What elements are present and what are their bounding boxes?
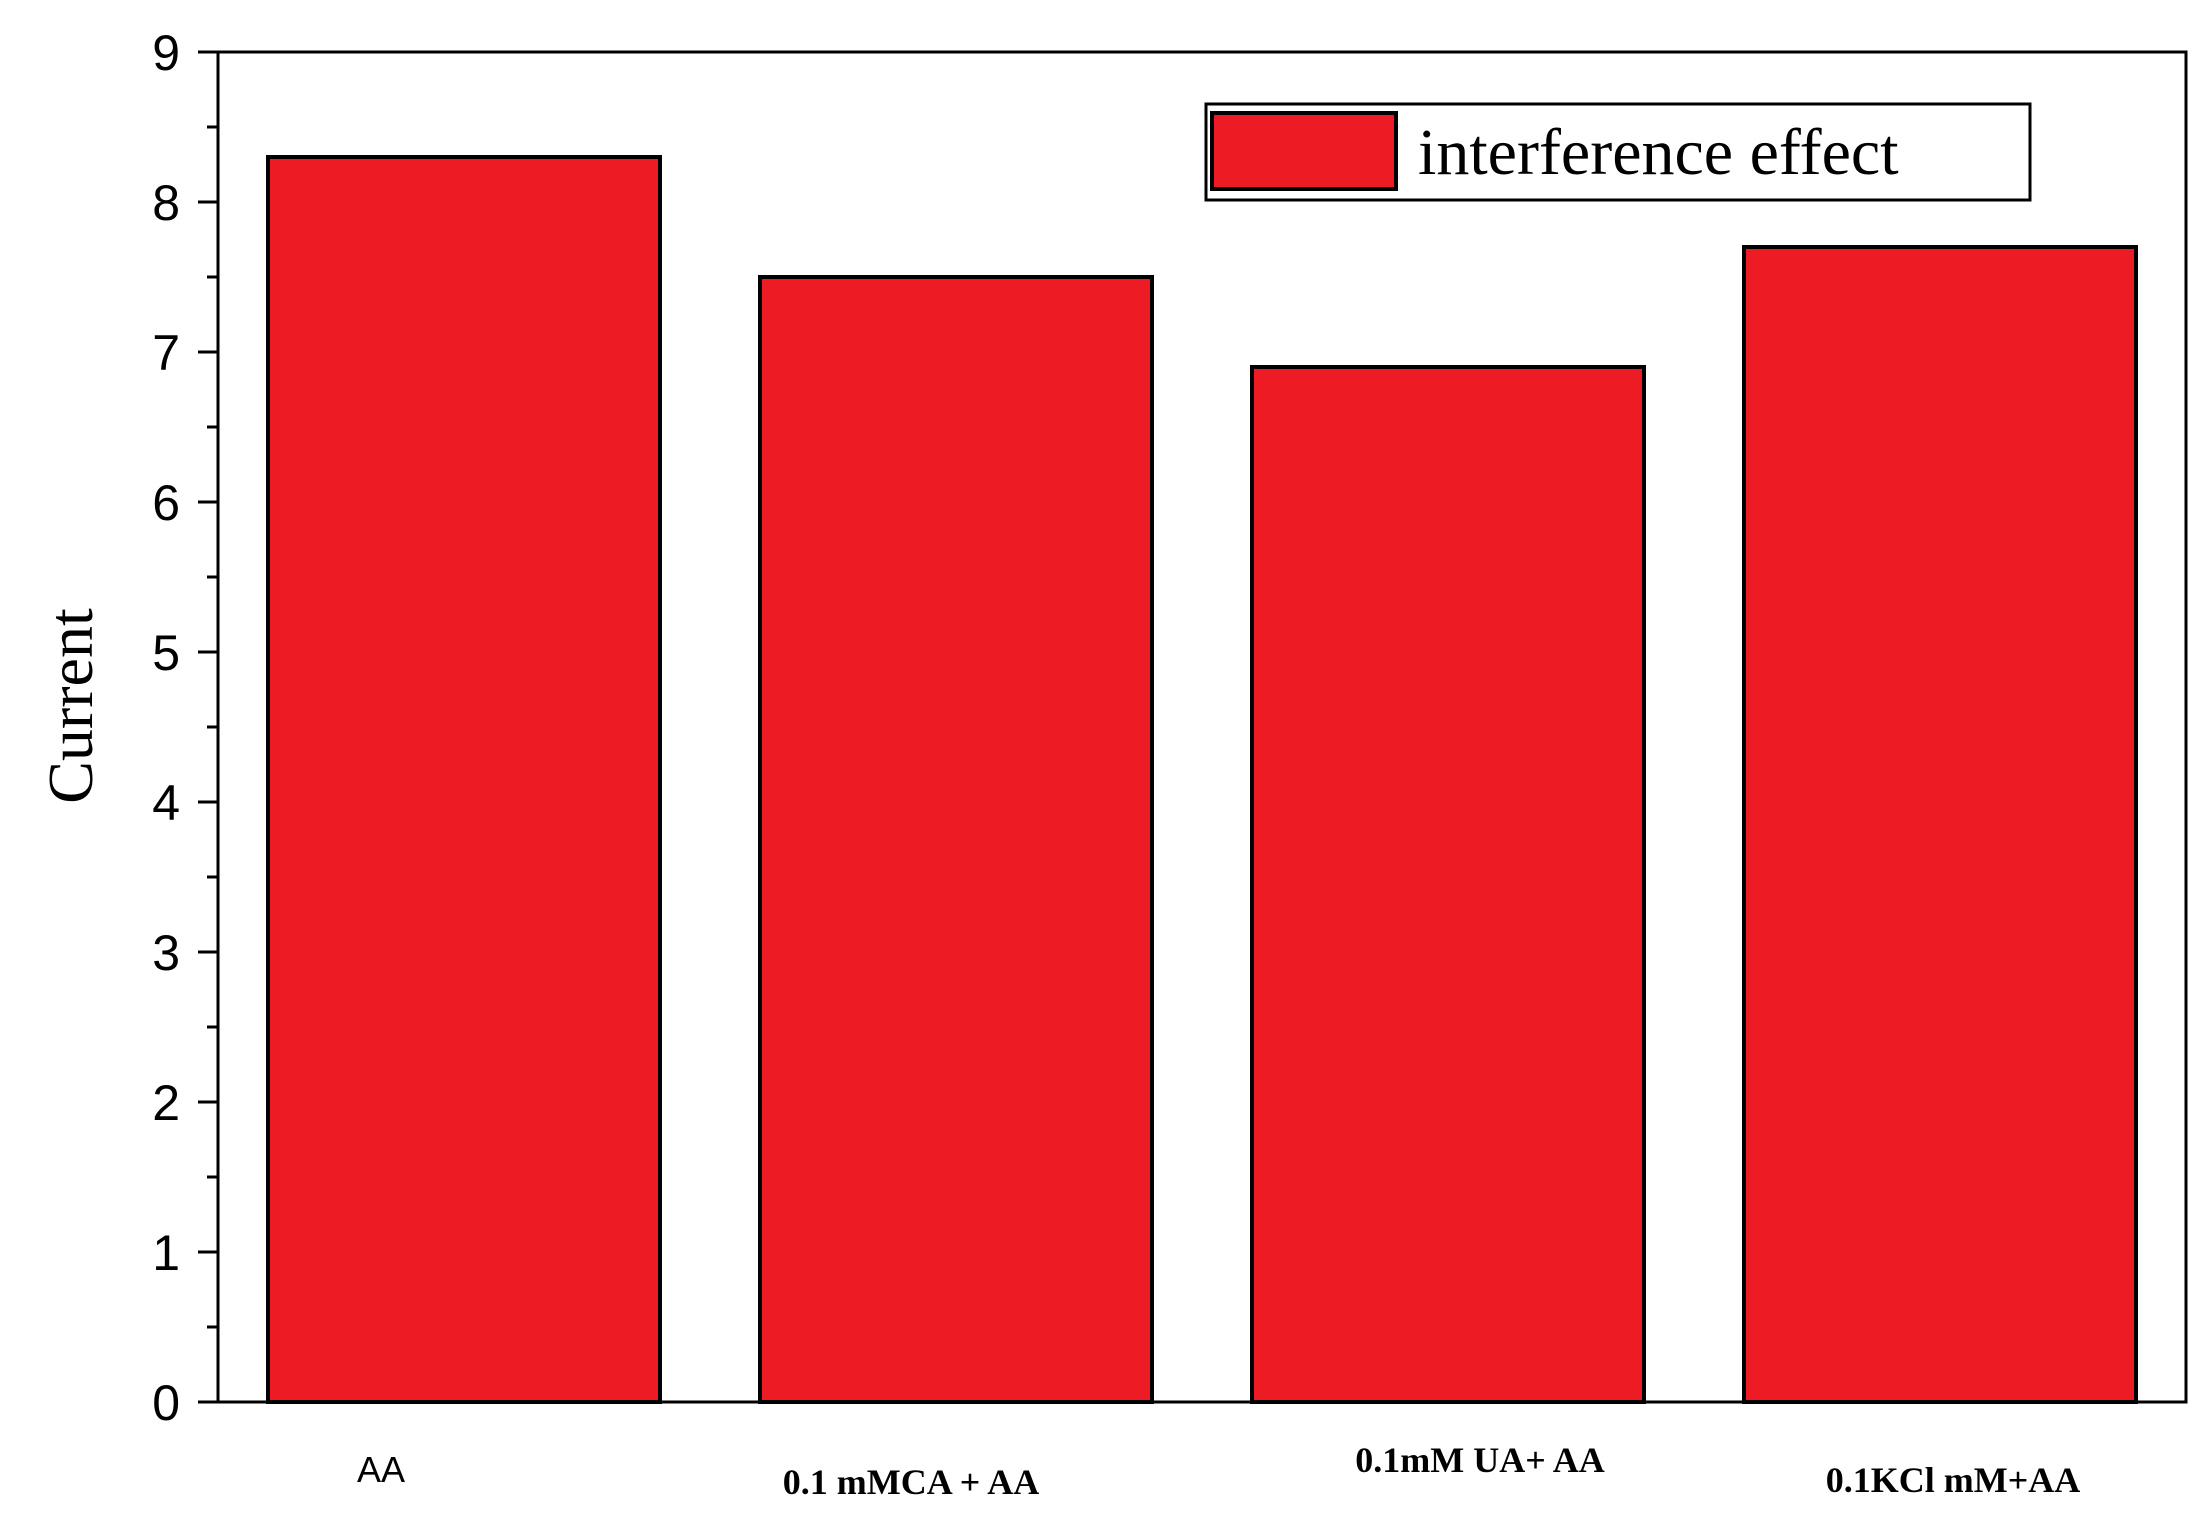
bars — [266, 155, 2138, 1404]
y-tick-label: 5 — [152, 625, 180, 681]
y-tick-label: 4 — [152, 775, 180, 831]
bar — [758, 275, 1154, 1404]
y-tick-label: 9 — [152, 25, 180, 81]
y-tick-label: 2 — [152, 1075, 180, 1131]
y-tick-label: 3 — [152, 925, 180, 981]
y-tick-label: 1 — [152, 1225, 180, 1281]
y-tick-label: 0 — [152, 1375, 180, 1431]
x-category-label: 0.1KCl mM+AA — [1826, 1460, 2080, 1500]
y-axis-title: Current — [35, 608, 106, 804]
bar — [1742, 245, 2138, 1404]
y-axis: 0 1 2 3 4 5 6 7 8 9 — [152, 25, 218, 1431]
bar — [266, 155, 662, 1404]
y-tick-label: 8 — [152, 175, 180, 231]
legend: interference effect — [1204, 102, 2032, 202]
x-category-label: AA — [357, 1449, 405, 1490]
x-category-label: 0.1 mMCA + AA — [783, 1462, 1040, 1502]
x-axis-labels: AA 0.1 mMCA + AA 0.1mM UA+ AA 0.1KCl mM+AA — [357, 1440, 2080, 1502]
legend-swatch — [1210, 111, 1398, 191]
bar — [1250, 365, 1646, 1404]
legend-label: interference effect — [1418, 116, 1899, 189]
y-tick-label: 7 — [152, 325, 180, 381]
x-category-label: 0.1mM UA+ AA — [1355, 1440, 1605, 1480]
y-tick-label: 6 — [152, 475, 180, 531]
